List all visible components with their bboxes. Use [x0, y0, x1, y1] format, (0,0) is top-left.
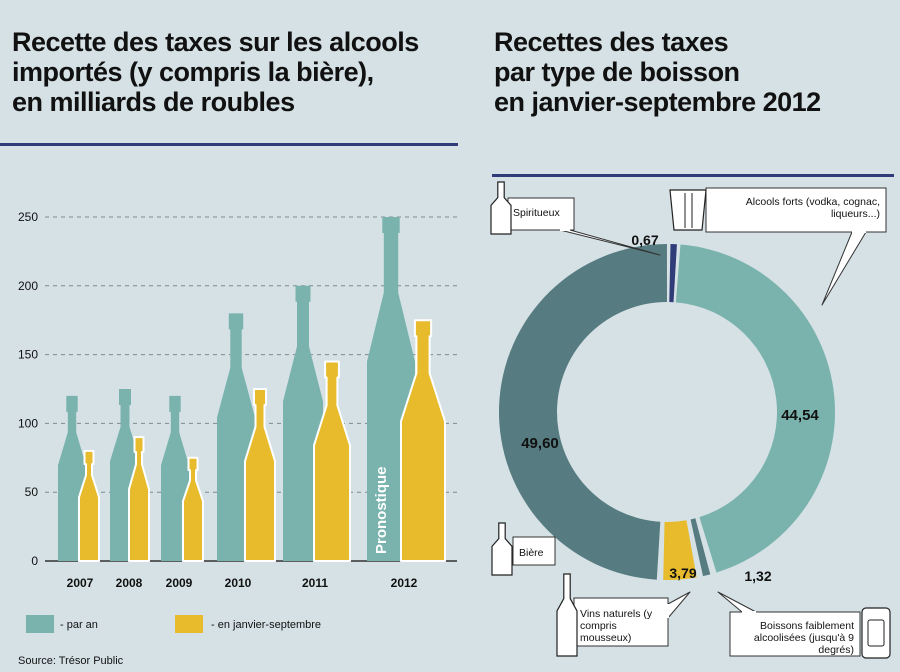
y-tick-label: 150 [18, 348, 38, 362]
pie-slice-group: 0,67 [631, 232, 677, 303]
right-chart-title: Recettes des taxes par type de boisson e… [494, 27, 821, 117]
can-icon [861, 607, 891, 659]
forecast-annotation: Pronostique [373, 466, 390, 554]
pie-slice [690, 518, 711, 577]
x-tick-label: 2008 [116, 576, 143, 590]
pie-slice-group: 3,79 [663, 520, 697, 581]
x-tick-label: 2007 [67, 576, 94, 590]
right-title-rule [492, 174, 894, 177]
callout-box-alcools-forts [705, 187, 887, 233]
callout-box-spiritueux [507, 197, 575, 231]
callout-vins-naturels: Vins naturels (y compris mousseux) [580, 608, 653, 644]
pie-slice-group: 1,32 [690, 518, 772, 584]
bar-janvier-septembre-2009 [182, 456, 204, 562]
left-title-rule [0, 143, 458, 146]
beer-bottle-icon [491, 522, 513, 576]
bar-group-2008: 2008 [110, 389, 150, 590]
pie-slice-group: 49,60 [499, 244, 667, 580]
bar-group-2009: 2009 [161, 395, 204, 590]
pie-slice [669, 244, 677, 303]
legend-label-par-an: - par an [60, 619, 98, 631]
pie-value-label: 0,67 [631, 232, 658, 248]
bar-janvier-septembre-2010 [244, 388, 276, 562]
bar-group-2007: 2007 [58, 395, 100, 590]
bar-janvier-septembre-2011 [313, 360, 351, 562]
callouts [490, 181, 891, 659]
callout-biere: Bière [519, 547, 544, 559]
shot-glass-icon [669, 189, 707, 231]
pie-slice [663, 520, 697, 581]
callout-box-boissons-faibles [729, 611, 861, 657]
y-tick-label: 50 [25, 485, 39, 499]
y-tick-label: 200 [18, 279, 38, 293]
legend-swatch-par-an [26, 615, 54, 633]
spirits-bottle-icon [490, 181, 512, 235]
legend-swatch-janvier-septembre [175, 615, 203, 633]
x-tick-label: 2009 [166, 576, 193, 590]
pie-value-label: 44,54 [781, 407, 819, 424]
bar-janvier-septembre-2007 [78, 449, 100, 562]
bar-janvier-septembre-2012 [400, 319, 446, 562]
x-tick-label: 2011 [302, 576, 328, 590]
bar-group-2010: 2010 [217, 313, 276, 590]
callout-tail-alcools-forts [821, 231, 867, 306]
callout-box-vins-naturels [573, 597, 669, 647]
bar-janvier-septembre-2008 [128, 436, 150, 562]
callout-tail-vins-naturels [667, 591, 691, 619]
left-chart-title: Recette des taxes sur les alcools import… [12, 27, 419, 117]
y-tick-label: 100 [18, 416, 38, 430]
pie-slice-group: 44,54 [675, 244, 836, 573]
wine-bottle-icon [556, 573, 578, 657]
pie-value-label: 49,60 [521, 435, 559, 452]
x-tick-label: 2012 [391, 576, 418, 590]
bar-group-2012: 2012 [367, 217, 446, 590]
callout-tail-boissons-faibles [717, 591, 757, 613]
pie-value-label: 3,79 [669, 565, 696, 581]
y-tick-label: 0 [31, 554, 38, 568]
source-note: Source: Trésor Public [18, 655, 124, 667]
x-tick-label: 2010 [225, 576, 252, 590]
legend-label-janvier-septembre: - en janvier-septembre [211, 619, 322, 631]
bar-group-2011: 2011 [283, 285, 351, 590]
y-tick-label: 250 [18, 210, 38, 224]
callout-boissons-faibles: Boissons faiblement alcoolisées (jusqu'à… [753, 620, 854, 656]
callout-box-biere [512, 536, 556, 566]
callout-alcools-forts: Alcools forts (vodka, cognac, liqueurs..… [745, 196, 880, 220]
callout-spiritueux: Spiritueux [513, 207, 560, 219]
pie-value-label: 1,32 [744, 568, 771, 584]
pie-slice [675, 244, 836, 573]
pie-slice [499, 244, 667, 580]
